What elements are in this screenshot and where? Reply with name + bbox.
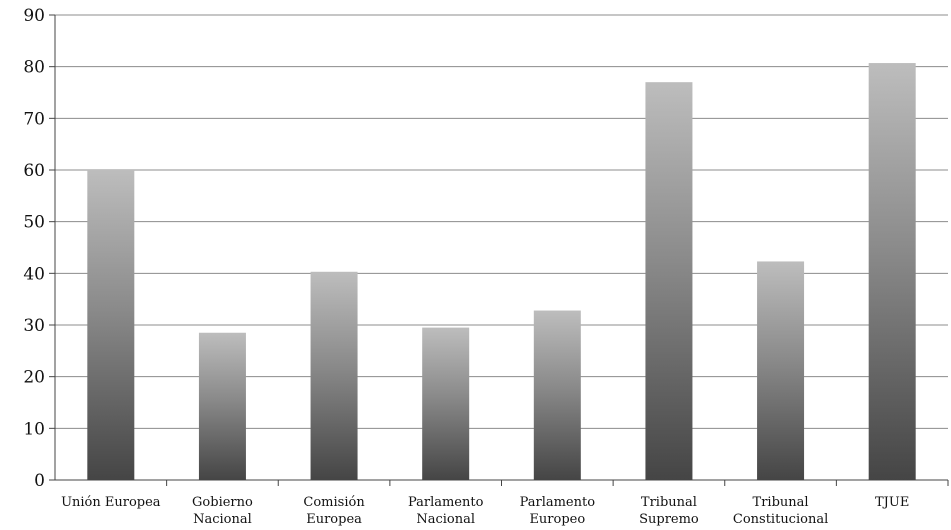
y-tick-label: 60 [23, 161, 45, 181]
y-tick-label: 10 [23, 419, 45, 439]
y-tick-label: 80 [23, 58, 45, 78]
y-tick-label: 30 [23, 316, 45, 336]
bar [645, 82, 693, 481]
x-tick-label: Comisión [303, 495, 365, 510]
x-tick-label: Supremo [639, 512, 699, 527]
x-tick-label: Europeo [529, 512, 585, 527]
y-tick-label: 0 [34, 471, 45, 491]
bars [87, 63, 916, 481]
bar [422, 327, 470, 480]
bar [533, 310, 581, 480]
x-tick-label: Parlamento [408, 495, 484, 510]
axes [49, 14, 949, 486]
x-tick-label: Parlamento [520, 495, 596, 510]
x-tick-label: Unión Europea [61, 495, 161, 510]
bar [310, 271, 358, 480]
bar [868, 63, 916, 481]
bar [87, 170, 135, 480]
x-tick-label: TJUE [875, 495, 909, 510]
y-tick-label: 90 [23, 6, 45, 26]
x-tick-label: Nacional [193, 512, 252, 527]
x-tick-label: Tribunal [753, 495, 809, 510]
x-tick-label: Constitucional [733, 512, 828, 527]
y-tick-label: 50 [23, 213, 45, 233]
bar [757, 261, 805, 480]
x-tick-label: Gobierno [192, 495, 253, 510]
x-tick-label: Tribunal [641, 495, 697, 510]
gridlines [55, 14, 948, 429]
y-tick-label: 70 [23, 109, 45, 129]
tick-labels: 0 10 20 30 40 50 60 70 80 90 Unión Europea Gobierno… [23, 6, 909, 527]
bar [198, 332, 246, 480]
y-tick-label: 40 [23, 264, 45, 284]
x-tick-label: Europea [306, 512, 362, 527]
x-tick-label: Nacional [416, 512, 475, 527]
y-tick-label: 20 [23, 368, 45, 388]
